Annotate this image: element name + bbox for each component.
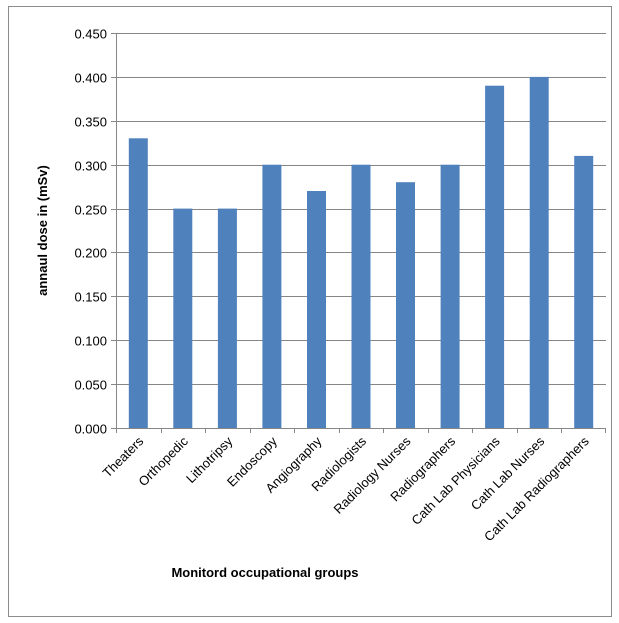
- bar: [396, 182, 415, 428]
- y-tick-labels: 0.000 0.050 0.100 0.150 0.200 0.250 0.300 0.350…: [74, 27, 107, 437]
- y-tick-label: 0.050: [74, 378, 107, 393]
- y-tick-label: 0.450: [74, 27, 107, 42]
- bar: [574, 155, 594, 428]
- bars: [128, 76, 594, 429]
- x-axis-title: Monitord occupational groups: [171, 565, 358, 580]
- y-tick-label: 0.300: [74, 159, 107, 174]
- y-tick-label: 0.350: [74, 115, 107, 130]
- bar: [351, 164, 371, 428]
- bar: [262, 164, 282, 428]
- y-tick-label: 0.150: [74, 290, 107, 305]
- bar: [173, 208, 193, 428]
- y-tick-label: 0.100: [74, 334, 107, 349]
- y-axis-title: annaul dose in (mSv): [35, 165, 50, 296]
- bar: [217, 208, 237, 428]
- bar: [307, 191, 326, 428]
- y-tick-label: 0.000: [74, 422, 107, 437]
- x-tick-labels: TheatersOrthopedicLithotripsyEndoscopyAn…: [100, 433, 593, 544]
- bar: [529, 76, 549, 429]
- bar: [485, 85, 505, 428]
- bar: [440, 164, 460, 428]
- x-tick-label: Radiology Nurses: [331, 433, 415, 517]
- y-tick-label: 0.400: [74, 71, 107, 86]
- y-tick-label: 0.250: [74, 203, 107, 218]
- bar: [128, 138, 148, 429]
- y-tick-label: 0.200: [74, 246, 107, 261]
